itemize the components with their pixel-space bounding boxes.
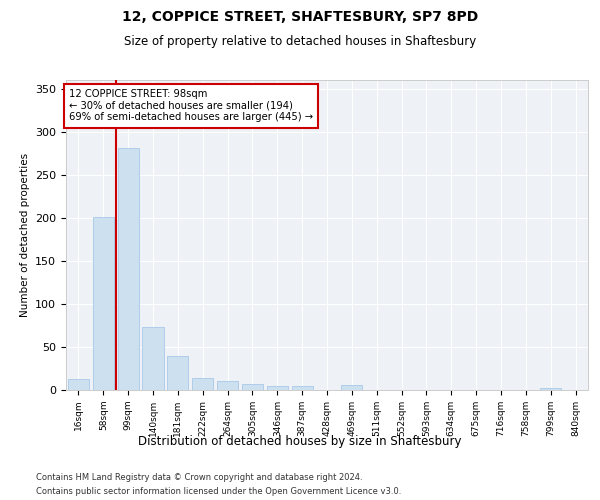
Bar [167,356,188,390]
Bar [242,384,263,390]
Bar [68,379,89,390]
Bar [142,327,164,390]
Y-axis label: Number of detached properties: Number of detached properties [20,153,29,317]
Text: Distribution of detached houses by size in Shaftesbury: Distribution of detached houses by size … [138,435,462,448]
Text: Contains public sector information licensed under the Open Government Licence v3: Contains public sector information licen… [36,488,401,496]
Text: 12, COPPICE STREET, SHAFTESBURY, SP7 8PD: 12, COPPICE STREET, SHAFTESBURY, SP7 8PD [122,10,478,24]
Bar [118,148,139,390]
Bar [267,386,288,390]
Bar [217,380,238,390]
Text: 12 COPPICE STREET: 98sqm
← 30% of detached houses are smaller (194)
69% of semi-: 12 COPPICE STREET: 98sqm ← 30% of detach… [68,90,313,122]
Bar [341,385,362,390]
Bar [93,217,114,390]
Bar [540,388,561,390]
Bar [292,386,313,390]
Bar [192,378,213,390]
Text: Size of property relative to detached houses in Shaftesbury: Size of property relative to detached ho… [124,35,476,48]
Text: Contains HM Land Registry data © Crown copyright and database right 2024.: Contains HM Land Registry data © Crown c… [36,472,362,482]
